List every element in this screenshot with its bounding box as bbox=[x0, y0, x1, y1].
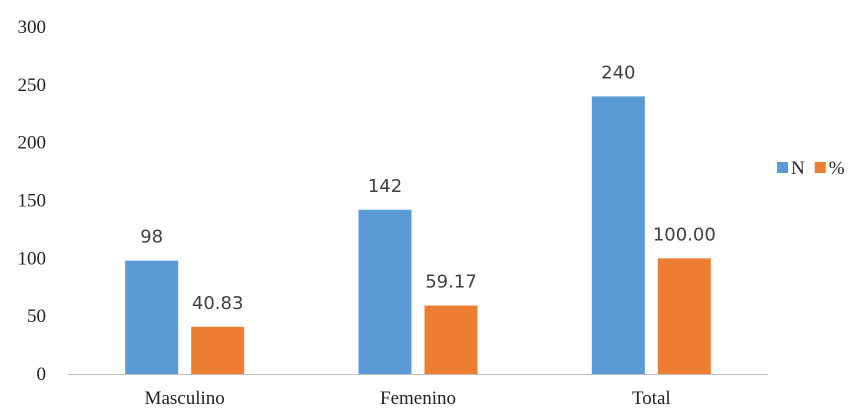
y-tick-label: 250 bbox=[18, 75, 47, 96]
legend-label: N bbox=[791, 158, 805, 179]
y-axis-ticks: 0 50 100 150 200 250 300 bbox=[18, 17, 47, 385]
legend: N% bbox=[777, 158, 845, 179]
legend-swatch bbox=[777, 162, 788, 173]
category-label: Total bbox=[632, 388, 671, 409]
bar-percent-masculino bbox=[191, 326, 245, 374]
legend-label: % bbox=[829, 158, 845, 179]
y-tick-label: 50 bbox=[27, 306, 46, 327]
data-label: 40.83 bbox=[192, 293, 244, 314]
y-tick-label: 200 bbox=[18, 133, 47, 154]
data-labels: 98 40.83 142 59.17 240 100.00 bbox=[140, 62, 716, 313]
bar-n-masculino bbox=[125, 260, 179, 374]
y-tick-label: 150 bbox=[18, 191, 47, 212]
bars bbox=[125, 96, 711, 375]
legend-swatch bbox=[814, 162, 826, 173]
data-label: 142 bbox=[368, 176, 402, 197]
bar-percent-femenino bbox=[424, 305, 478, 374]
bar-n-total bbox=[591, 96, 645, 375]
category-labels: Masculino Femenino Total bbox=[145, 388, 671, 409]
data-label: 98 bbox=[140, 227, 163, 248]
data-label: 100.00 bbox=[653, 224, 716, 245]
y-tick-label: 100 bbox=[18, 248, 47, 269]
data-label: 240 bbox=[601, 62, 635, 83]
y-tick-label: 0 bbox=[37, 364, 47, 385]
data-label: 59.17 bbox=[425, 272, 477, 293]
category-label: Femenino bbox=[380, 388, 456, 409]
bar-percent-total bbox=[657, 258, 711, 374]
category-label: Masculino bbox=[145, 388, 225, 409]
y-tick-label: 300 bbox=[18, 17, 47, 38]
bar-n-femenino bbox=[358, 209, 412, 374]
